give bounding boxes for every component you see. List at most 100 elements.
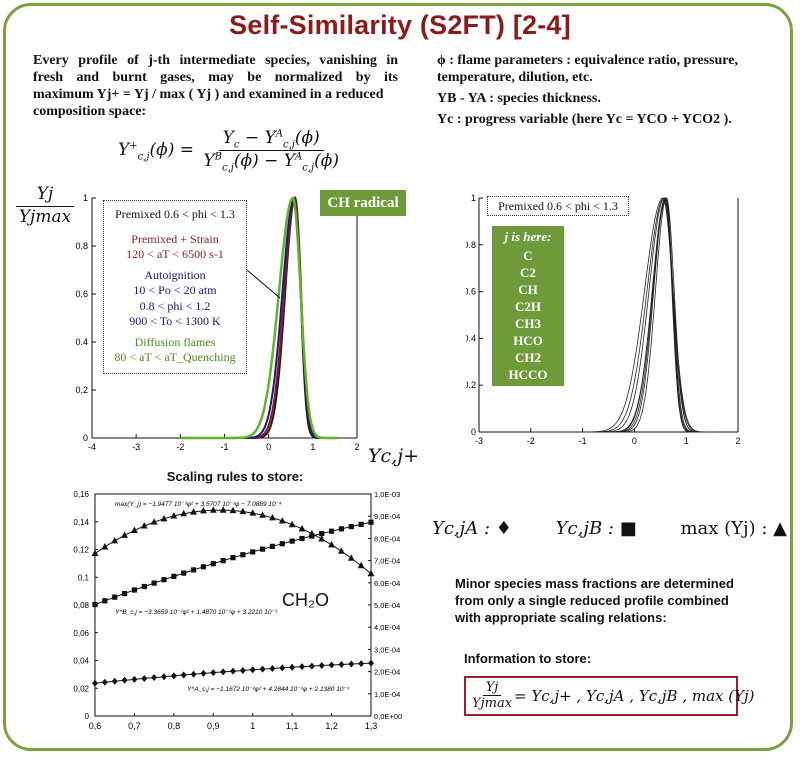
right-y-tick-label: 0.6 <box>466 287 476 297</box>
legend-premixed: Premixed 0.6 < phi < 1.3 <box>115 207 235 221</box>
species-ch: CH <box>518 282 538 297</box>
scaling-y-right-tick-label: 6,0E-04 <box>374 579 400 588</box>
left-x-tick-label: -2 <box>176 442 184 450</box>
scaling-y-right-tick-label: 7,0E-04 <box>374 557 400 566</box>
diamond-marker <box>269 664 276 672</box>
triangle-marker <box>259 511 266 518</box>
scaling-y-right-tick-label: 1,0E-04 <box>374 690 400 699</box>
left-x-tick-label: 0 <box>266 442 271 450</box>
scaling-chart: 0,6 0,7 0,8 0,9 1 1,1 1,2 1,3 0 0,02 0,04 0,06 0,08 0… <box>73 490 402 731</box>
right-y-tick-label: 1 <box>471 193 476 203</box>
scaling-y-left-tick-label: 0,08 <box>73 601 89 610</box>
square-marker <box>92 601 98 608</box>
scaling-y-right-tick-label: 2,0E-04 <box>374 668 400 677</box>
triangle-marker <box>180 509 188 517</box>
definitions-text: ϕ : flame parameters : equivalence ratio… <box>437 52 787 128</box>
legend-auto-temperature: 900 < To < 1300 K <box>129 314 221 328</box>
triangle-marker <box>288 520 296 528</box>
left-series-line <box>180 196 339 440</box>
symbol-a-label: Yc,jA : <box>432 518 491 539</box>
square-marker <box>102 598 108 604</box>
diamond-marker <box>368 659 374 667</box>
formula-denominator: YBc,j(ϕ) − YAc,j(ϕ) <box>203 151 340 174</box>
scaling-x-tick-label: 1,1 <box>286 721 299 731</box>
species-ch3: CH3 <box>515 316 541 331</box>
thickness-definition: YB - YA : species thickness. <box>437 91 601 106</box>
diamond-marker <box>190 670 197 678</box>
ch2o-label: CH₂O <box>282 590 329 610</box>
scaling-x-tick-label: 0,6 <box>89 721 102 731</box>
formula-lhs: Y+c,j(ϕ) = <box>118 139 200 163</box>
left-chart: -4 -3 -2 -1 0 1 2 0 0.2 0.4 0.6 0.8 1 <box>75 193 359 450</box>
square-marker <box>151 580 157 586</box>
diamond-marker <box>210 669 217 677</box>
progress-definition: Yc : progress variable (here Yc = YCO + … <box>437 112 732 127</box>
formula-fraction: Yc − YAc,j(ϕ) YBc,j(ϕ) − YAc,j(ϕ) <box>199 128 343 174</box>
diamond-marker <box>161 673 167 681</box>
square-marker <box>112 594 118 600</box>
legend-diffusion-range: 80 < aT < aT_Quenching <box>114 350 236 364</box>
conclusion-line-2: from only a single reduced profile combi… <box>455 593 729 608</box>
scaling-y-right-tick-label: 3,0E-04 <box>374 645 400 654</box>
square-marker <box>338 526 345 532</box>
triangle-marker <box>278 517 286 524</box>
left-y-tick-label: 0.6 <box>75 289 88 299</box>
left-chart-legend: Premixed 0.6 < phi < 1.3 Premixed + Stra… <box>103 200 247 374</box>
diamond-marker <box>200 669 207 677</box>
triangle-marker <box>328 540 335 548</box>
triangle-marker <box>170 512 178 519</box>
symbol-max: max (Yj) : ▲ <box>680 518 787 539</box>
conclusion-line-3: with appropriate scaling relations: <box>455 610 667 625</box>
scaling-y-left-tick-label: 0,1 <box>78 573 90 582</box>
square-marker <box>131 587 138 593</box>
diamond-marker <box>348 660 355 668</box>
right-y-tick-label: 0.2 <box>466 380 476 390</box>
species-c: C <box>523 248 533 263</box>
scaling-y-left-tick-label: 0,16 <box>73 490 89 499</box>
symbol-legend: Yc,jA : ♦ Yc,jB : ■ max (Yj) : ▲ <box>432 518 787 539</box>
square-marker <box>328 528 335 534</box>
square-marker <box>220 558 226 564</box>
triangle-marker <box>308 529 316 537</box>
species-ch2: CH2 <box>515 350 541 365</box>
triangle-marker <box>347 554 355 561</box>
triangle-marker <box>160 514 168 522</box>
right-series-line <box>530 197 717 433</box>
scaling-y-right-tick-label: 0,0E+00 <box>374 712 402 721</box>
triangle-marker <box>367 569 375 577</box>
scaling-plot-border <box>94 493 372 717</box>
triangle-marker <box>269 513 276 521</box>
square-marker <box>289 538 295 544</box>
scaling-x-tick-label: 1,3 <box>365 721 378 731</box>
symbol-a: Yc,jA : ♦ <box>432 518 512 539</box>
conclusion-text: Minor species mass fractions are determi… <box>455 575 775 626</box>
square-marker <box>171 573 177 579</box>
square-marker <box>259 546 266 552</box>
scaling-y-right-tick-label: 9,0E-04 <box>374 512 400 521</box>
square-marker <box>250 549 256 555</box>
diamond-marker <box>239 666 246 674</box>
triangle-marker <box>249 509 257 516</box>
diamond-marker <box>170 672 177 680</box>
triangle-marker <box>121 531 128 538</box>
triangle-icon: ▲ <box>773 518 787 539</box>
diamond-icon: ♦ <box>495 518 512 539</box>
symbol-max-label: max (Yj) : <box>680 518 768 539</box>
scaling-series-line <box>94 509 372 574</box>
species-c2: C2 <box>520 265 536 280</box>
left-y-tick-label: 0.8 <box>75 241 88 251</box>
intro-line-1: Every profile of j-th intermediate speci… <box>33 53 398 68</box>
species-hcco: HCCO <box>508 367 548 382</box>
triangle-marker <box>131 526 138 533</box>
diamond-marker <box>259 665 266 673</box>
left-x-tick-label: 1 <box>310 442 315 450</box>
legend-auto-title: Autoignition <box>144 267 206 282</box>
symbol-b: Yc,jB : ■ <box>556 518 637 539</box>
square-marker <box>368 519 374 525</box>
ylabel-numerator: Yj <box>16 184 74 207</box>
right-x-tick-label: -2 <box>527 436 535 446</box>
triangle-marker <box>219 506 227 513</box>
intro-line-4: composition space: <box>33 104 147 119</box>
left-chart-ylabel: Yj Yjmax <box>16 184 74 227</box>
legend-diffusion-title: Diffusion flames <box>134 334 216 349</box>
